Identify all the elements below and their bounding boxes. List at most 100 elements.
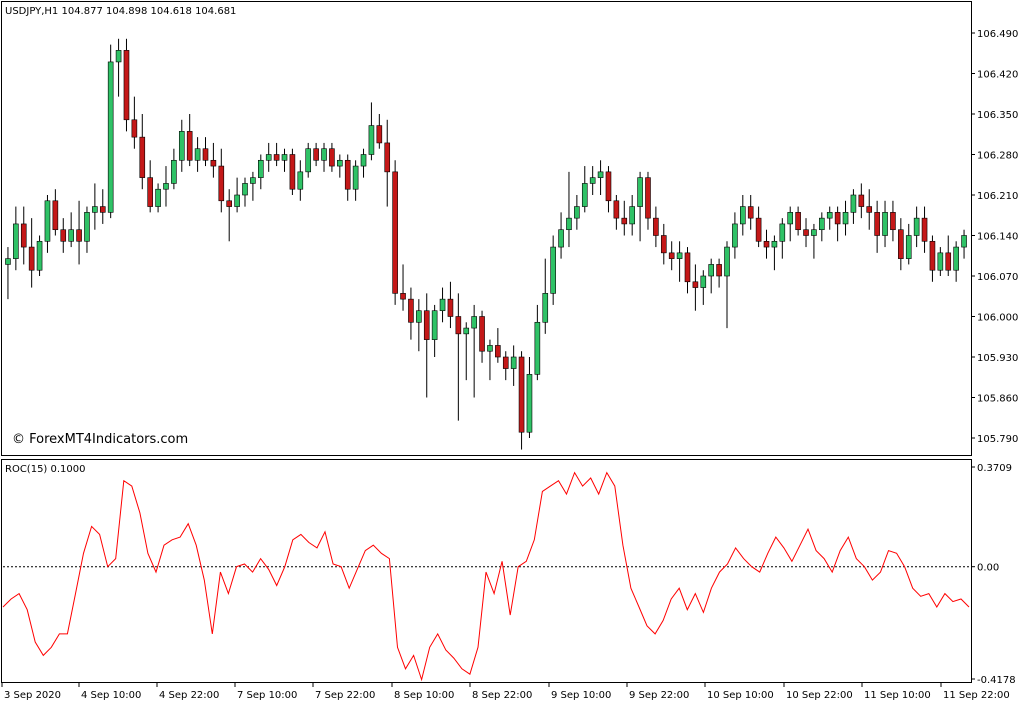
- bear-candle-body: [384, 142, 391, 173]
- bear-candle-body: [28, 246, 35, 271]
- bear-candle-body: [123, 50, 130, 121]
- bear-candle-body: [76, 229, 82, 242]
- bull-candle-body: [487, 345, 493, 352]
- roc-group: [2, 471, 970, 682]
- bear-candle-body: [139, 136, 146, 178]
- time-tick-label: 4 Sep 10:00: [81, 690, 141, 701]
- bear-candle-body: [495, 345, 501, 358]
- bull-candle-body: [534, 321, 541, 375]
- bull-candle-body: [566, 217, 572, 231]
- bear-candle-body: [613, 200, 620, 219]
- bull-candle-body: [360, 154, 367, 167]
- roc-tick-label: 0.3709: [977, 463, 1012, 474]
- bull-candle-body: [637, 177, 643, 207]
- bear-candle-body: [218, 165, 225, 202]
- bear-candle-body: [210, 159, 217, 167]
- bull-candle-body: [44, 200, 51, 242]
- bull-candle-body: [163, 183, 169, 190]
- bull-candle-body: [416, 310, 422, 323]
- roc-line: [2, 471, 970, 682]
- bull-candle-body: [84, 212, 90, 242]
- bull-candle-body: [937, 252, 944, 271]
- bull-candle-body: [574, 206, 580, 219]
- time-tick-label: 7 Sep 10:00: [237, 690, 297, 701]
- bull-candle-body: [234, 194, 240, 207]
- bull-candle-body: [581, 183, 588, 207]
- bull-candle-body: [178, 131, 185, 161]
- bear-candle-body: [803, 229, 809, 236]
- bull-candle-body: [13, 223, 19, 259]
- indicator-label: ROC(15) 0.1000: [5, 464, 86, 475]
- price-tick-label: 106.350: [977, 110, 1018, 121]
- bear-candle-body: [716, 264, 722, 277]
- bear-candle-body: [763, 240, 770, 248]
- bear-candle-body: [921, 217, 928, 242]
- bull-candle-body: [305, 148, 312, 173]
- time-tick-label: 11 Sep 10:00: [864, 690, 931, 701]
- roc-tick-label: 0.00: [977, 563, 999, 574]
- bear-candle-body: [653, 217, 659, 236]
- bear-candle-body: [226, 200, 232, 207]
- bull-candle-body: [708, 264, 714, 277]
- roc-axis: 0.3709 0.00 -0.4178: [971, 463, 1016, 686]
- bull-candle-body: [905, 235, 912, 259]
- bull-candle-body: [368, 125, 375, 155]
- price-tick-label: 106.490: [977, 29, 1018, 40]
- bear-candle-body: [795, 212, 801, 231]
- bear-candle-body: [202, 148, 209, 161]
- bull-candle-body: [526, 374, 533, 433]
- bear-candle-body: [890, 212, 896, 231]
- time-tick-label: 10 Sep 22:00: [786, 690, 853, 701]
- price-tick-label: 106.000: [977, 313, 1018, 324]
- bear-candle-body: [945, 252, 952, 271]
- time-tick-label: 7 Sep 22:00: [315, 690, 375, 701]
- watermark: © ForexMT4Indicators.com: [12, 432, 188, 447]
- price-tick-label: 106.280: [977, 151, 1018, 162]
- bull-candle-body: [700, 275, 707, 288]
- bear-candle-body: [400, 293, 406, 300]
- bull-candle-body: [771, 240, 778, 248]
- bear-candle-body: [329, 148, 335, 167]
- bear-candle-body: [392, 171, 398, 294]
- bull-candle-body: [542, 293, 549, 323]
- bull-candle-body: [36, 240, 43, 271]
- bear-candle-body: [289, 154, 296, 190]
- bull-candle-body: [463, 327, 470, 335]
- bull-candle-body: [337, 159, 343, 167]
- bull-candle-body: [811, 229, 817, 236]
- bull-candle-body: [597, 171, 604, 178]
- bull-candle-body: [68, 229, 74, 242]
- bear-candle-body: [660, 235, 667, 254]
- bear-candle-body: [52, 200, 59, 231]
- bull-candle-body: [431, 310, 438, 340]
- bull-candle-body: [882, 212, 888, 236]
- bull-candle-body: [589, 177, 596, 184]
- price-tick-label: 105.790: [977, 434, 1018, 445]
- bull-candle-body: [740, 206, 746, 225]
- bear-candle-body: [273, 154, 280, 161]
- time-tick-label: 10 Sep 10:00: [707, 690, 774, 701]
- time-tick-label: 11 Sep 22:00: [943, 690, 1010, 701]
- price-tick-label: 106.420: [977, 70, 1018, 81]
- bull-candle-body: [779, 223, 786, 242]
- bear-candle-body: [455, 316, 462, 335]
- bull-candle-body: [732, 223, 738, 248]
- bear-candle-body: [147, 177, 153, 207]
- bear-candle-body: [866, 206, 873, 213]
- bear-candle-body: [834, 212, 841, 225]
- bull-candle-body: [321, 148, 327, 161]
- bear-candle-body: [344, 159, 351, 190]
- bear-candle-body: [408, 298, 414, 323]
- bull-candle-body: [913, 217, 920, 236]
- bear-candle-body: [605, 171, 612, 202]
- price-chart-frame: [1, 1, 972, 456]
- bull-candle-body: [242, 183, 248, 196]
- bull-candle-body: [510, 356, 517, 369]
- bull-candle-body: [842, 212, 849, 225]
- bull-candle-body: [629, 206, 635, 225]
- bull-candle-body: [819, 217, 825, 231]
- bull-candle-body: [558, 229, 564, 248]
- bear-candle-body: [645, 177, 651, 219]
- bear-candle-body: [60, 229, 67, 242]
- bear-candle-body: [518, 356, 525, 433]
